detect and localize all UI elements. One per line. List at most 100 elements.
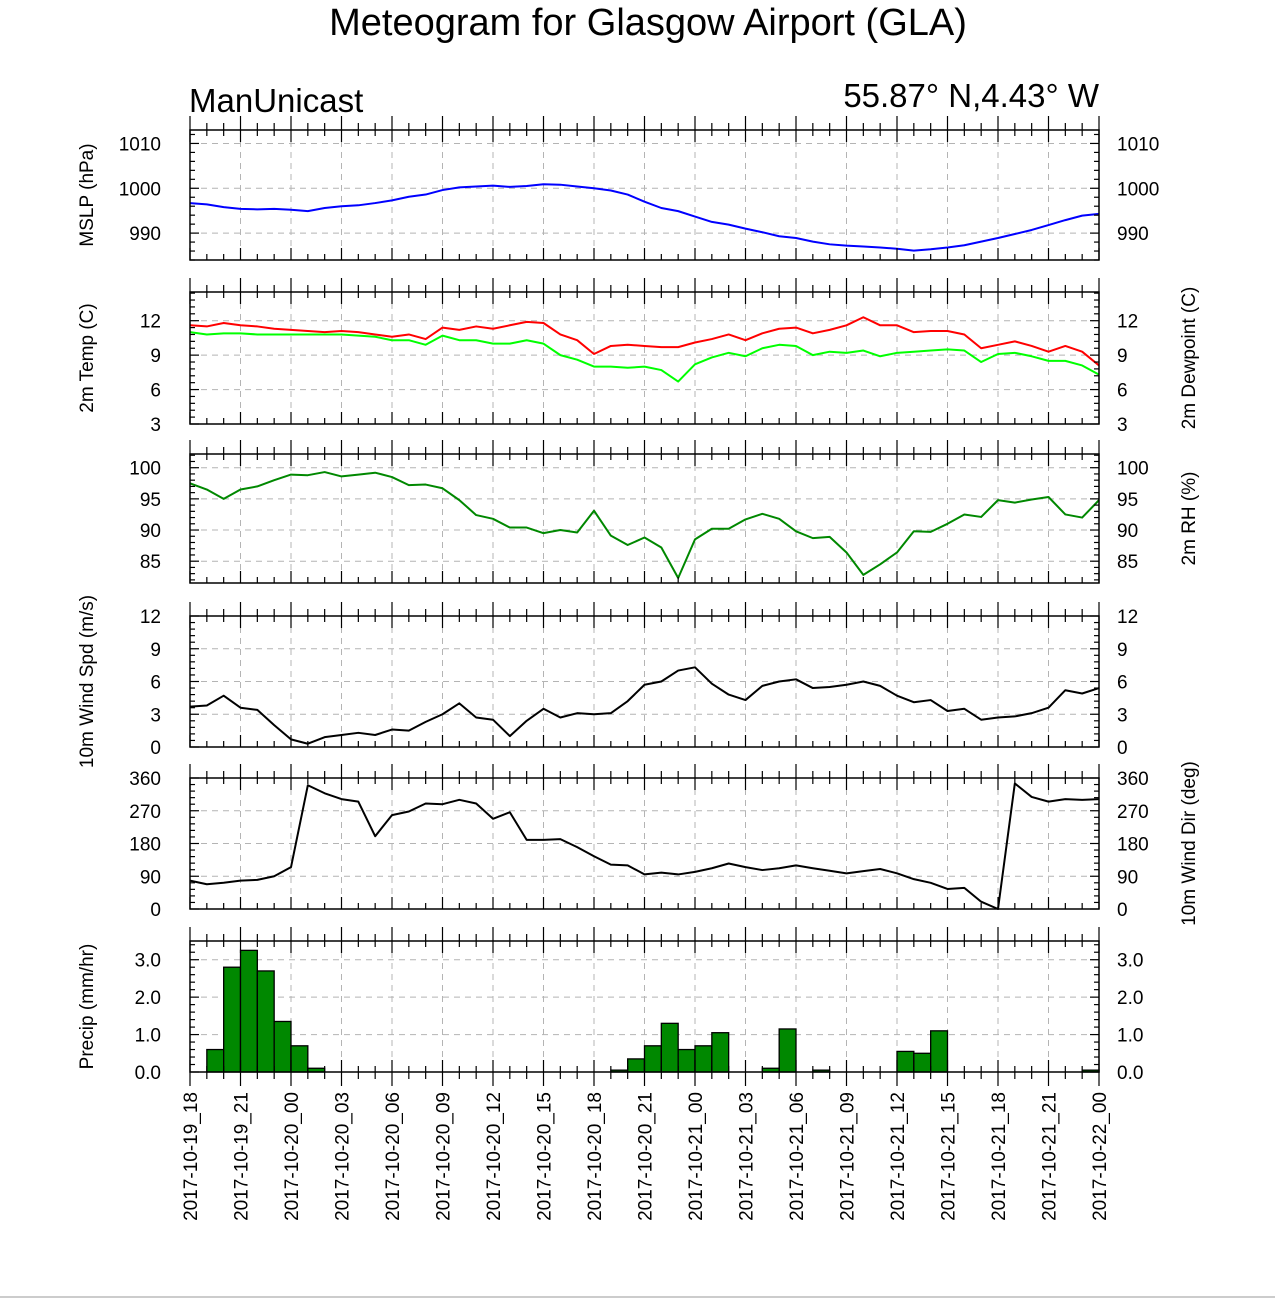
y-tick-label-right: 3 bbox=[1117, 705, 1128, 726]
x-tick-label: 2017-10-19_18 bbox=[181, 1092, 202, 1221]
y-tick-label-left: 3 bbox=[150, 705, 161, 726]
y-tick-label-right: 85 bbox=[1117, 552, 1138, 573]
y-tick-label-right: 90 bbox=[1117, 521, 1138, 542]
y-tick-label-left: 3.0 bbox=[135, 951, 161, 972]
y-tick-label-left: 95 bbox=[140, 490, 161, 511]
y-tick-label-right: 95 bbox=[1117, 490, 1138, 511]
y-axis-title-left: MSLP (hPa) bbox=[77, 143, 98, 246]
y-tick-label-right: 12 bbox=[1117, 607, 1138, 628]
x-tick-label: 2017-10-21_12 bbox=[888, 1092, 909, 1221]
y-tick-label-right: 0 bbox=[1117, 900, 1128, 921]
panel-wdir: 0 0 90 90 180 180 270 270 360 360 10m Wind Dir (de… bbox=[129, 761, 1200, 926]
y-tick-label-left: 990 bbox=[129, 224, 161, 245]
panel-mslp: 990 990 1000 1000 1010 1010 MSLP (hPa) bbox=[77, 116, 1159, 261]
wind-series-line-0 bbox=[189, 666, 1100, 745]
y-tick-label-right: 3 bbox=[1117, 415, 1128, 436]
y-tick-label-left: 90 bbox=[140, 867, 161, 888]
y-tick-label-right: 3.0 bbox=[1117, 951, 1143, 972]
y-tick-label-right: 12 bbox=[1117, 312, 1138, 333]
y-tick-label-right: 9 bbox=[1117, 346, 1128, 367]
y-tick-label-left: 1000 bbox=[119, 179, 161, 200]
y-tick-label-left: 9 bbox=[150, 346, 161, 367]
precip-bar bbox=[256, 970, 275, 1073]
y-axis-title-left: 10m Wind Spd (m/s) bbox=[77, 595, 98, 768]
y-axis-title-left: 2m Temp (C) bbox=[77, 303, 98, 412]
x-tick-label: 2017-10-20_15 bbox=[535, 1092, 556, 1221]
x-tick-label: 2017-10-21_15 bbox=[939, 1092, 960, 1221]
y-tick-label-right: 270 bbox=[1117, 802, 1149, 823]
precip-bar bbox=[643, 1045, 662, 1073]
precip-bar bbox=[273, 1020, 292, 1073]
y-tick-label-left: 12 bbox=[140, 312, 161, 333]
time-axis: 2017-10-19_18 2017-10-19_21 2017-10-20_00 2… bbox=[181, 1072, 1111, 1221]
x-tick-label: 2017-10-21_09 bbox=[838, 1092, 859, 1221]
y-tick-label-right: 180 bbox=[1117, 835, 1149, 856]
precip-bar bbox=[694, 1045, 713, 1073]
x-tick-label: 2017-10-21_03 bbox=[737, 1092, 758, 1221]
y-tick-label-left: 9 bbox=[150, 640, 161, 661]
y-tick-label-right: 1010 bbox=[1117, 134, 1159, 155]
y-tick-label-left: 100 bbox=[129, 459, 161, 480]
y-tick-label-right: 90 bbox=[1117, 867, 1138, 888]
precip-bar bbox=[913, 1052, 932, 1073]
y-tick-label-left: 270 bbox=[129, 802, 161, 823]
precip-bar bbox=[660, 1022, 679, 1073]
station-coordinates: 55.87° N,4.43° W bbox=[843, 77, 1100, 114]
chart-title: Meteogram for Glasgow Airport (GLA) bbox=[329, 2, 967, 44]
panel-wind: 0 0 3 3 6 6 9 9 12 12 10m Wind Spd (m/s) bbox=[77, 595, 1138, 768]
x-tick-label: 2017-10-21_18 bbox=[989, 1092, 1010, 1221]
y-tick-label-right: 2.0 bbox=[1117, 988, 1143, 1009]
x-tick-label: 2017-10-20_12 bbox=[484, 1092, 505, 1221]
x-tick-label: 2017-10-20_06 bbox=[383, 1092, 404, 1221]
y-tick-label-left: 360 bbox=[129, 769, 161, 790]
x-tick-label: 2017-10-22_00 bbox=[1090, 1092, 1111, 1221]
y-tick-label-left: 12 bbox=[140, 607, 161, 628]
panel-temp: 3 3 6 6 9 9 12 12 2m Temp (C) 2m Dewpoint (C) bbox=[77, 278, 1200, 436]
y-tick-label-right: 990 bbox=[1117, 224, 1149, 245]
x-tick-label: 2017-10-20_21 bbox=[636, 1092, 657, 1221]
y-tick-label-left: 180 bbox=[129, 835, 161, 856]
y-tick-label-right: 1000 bbox=[1117, 179, 1159, 200]
x-tick-label: 2017-10-20_00 bbox=[282, 1092, 303, 1221]
precip-bar bbox=[223, 966, 242, 1073]
x-tick-label: 2017-10-21_21 bbox=[1040, 1092, 1061, 1221]
x-tick-label: 2017-10-20_09 bbox=[434, 1092, 455, 1221]
y-tick-label-left: 3 bbox=[150, 415, 161, 436]
temp-series-line-1 bbox=[189, 331, 1100, 383]
y-tick-label-right: 1.0 bbox=[1117, 1026, 1143, 1047]
wdir-series-line-0 bbox=[189, 782, 1100, 910]
y-tick-label-right: 6 bbox=[1117, 381, 1128, 402]
panel-precip: 0.0 0.0 1.0 1.0 2.0 2.0 3.0 3.0 Precip (mm/hr) bbox=[77, 927, 1143, 1084]
x-tick-label: 2017-10-20_18 bbox=[585, 1092, 606, 1221]
y-tick-label-left: 0 bbox=[150, 738, 161, 759]
y-tick-label-right: 9 bbox=[1117, 640, 1128, 661]
precip-bar bbox=[778, 1028, 797, 1073]
precip-bar bbox=[711, 1032, 730, 1073]
y-tick-label-right: 360 bbox=[1117, 769, 1149, 790]
x-tick-label: 2017-10-21_06 bbox=[787, 1092, 808, 1221]
y-tick-label-left: 1010 bbox=[119, 134, 161, 155]
x-tick-label: 2017-10-19_21 bbox=[232, 1092, 253, 1221]
x-tick-label: 2017-10-21_00 bbox=[686, 1092, 707, 1221]
y-axis-title-right: 2m Dewpoint (C) bbox=[1179, 287, 1200, 430]
y-axis-title-right: 10m Wind Dir (deg) bbox=[1179, 761, 1200, 926]
panel-rh: 85 85 90 90 95 95 100 100 2m RH (%) bbox=[129, 440, 1200, 584]
y-tick-label-left: 90 bbox=[140, 521, 161, 542]
precip-bar bbox=[677, 1048, 696, 1073]
y-axis-title-right: 2m RH (%) bbox=[1179, 472, 1200, 566]
precip-bar bbox=[627, 1058, 646, 1073]
temp-series-line-0 bbox=[189, 316, 1100, 367]
x-tick-label: 2017-10-20_03 bbox=[333, 1092, 354, 1221]
precip-bar bbox=[206, 1048, 225, 1073]
y-tick-label-left: 0 bbox=[150, 900, 161, 921]
precip-bar bbox=[896, 1050, 915, 1073]
y-tick-label-right: 6 bbox=[1117, 673, 1128, 694]
y-tick-label-left: 6 bbox=[150, 381, 161, 402]
y-axis-title-left: Precip (mm/hr) bbox=[77, 944, 98, 1070]
y-tick-label-left: 6 bbox=[150, 673, 161, 694]
y-tick-label-left: 2.0 bbox=[135, 988, 161, 1009]
precip-bar bbox=[290, 1045, 309, 1073]
mslp-series-line-0 bbox=[189, 183, 1100, 252]
